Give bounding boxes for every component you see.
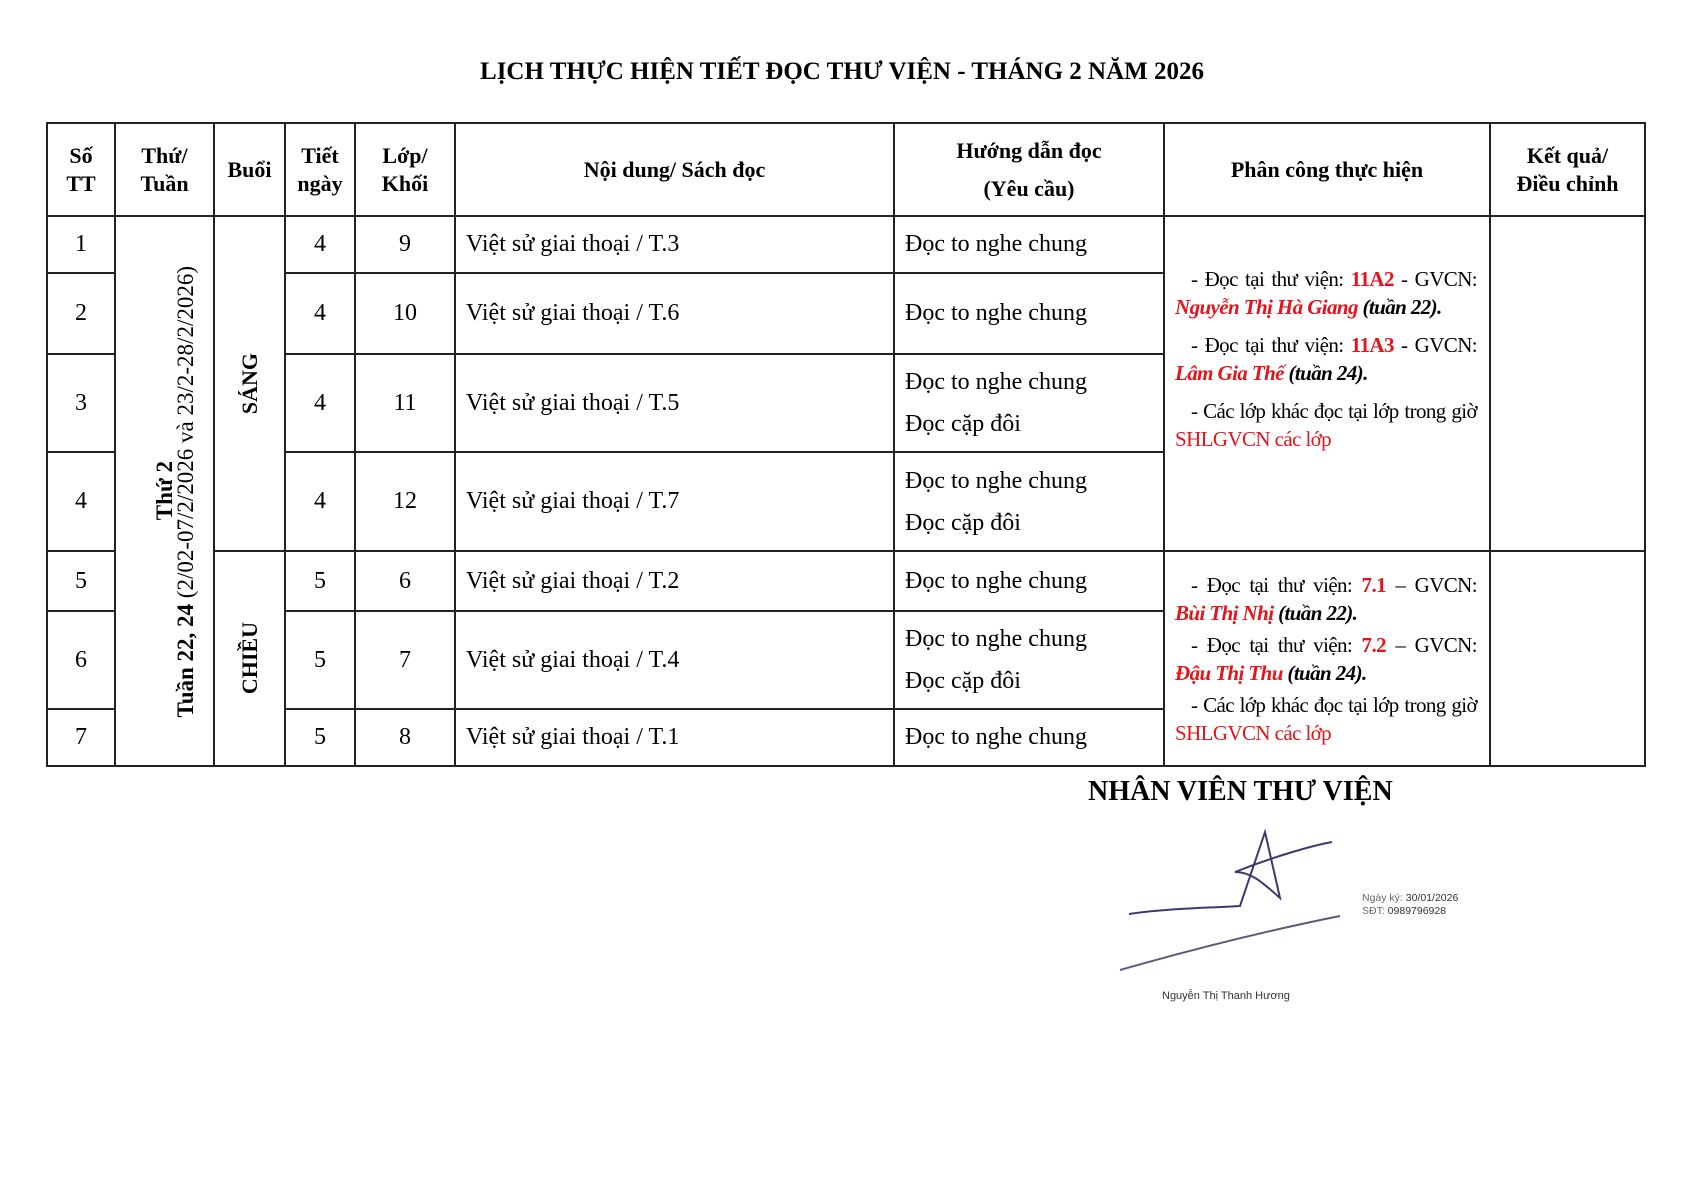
table-row: 6 5 7 Việt sử giai thoại / T.4 Đọc to ng… — [46, 610, 1645, 710]
lop-cell: 7 — [354, 610, 456, 710]
header-row: Số TT Thứ/Tuần Buổi Tiết ngày Lớp/Khối Nội… — [46, 122, 1646, 217]
signature-heading: NHÂN VIÊN THƯ VIỆN — [1088, 776, 1393, 807]
week-cell: Thứ 2 — [114, 215, 215, 767]
header-tiet: Tiết ngày — [284, 122, 356, 217]
header-lop: Lớp/Khối — [354, 122, 456, 217]
table-row: 1 Thứ 2 SÁNG 4 9 Việt sử giai thoại / T.… — [46, 215, 1646, 767]
assign-afternoon: - Đọc tại thư viện: 7.1 – GVCN: Bùi Thị … — [1163, 550, 1491, 767]
header-huong-dan: Hướng dẫn đọc (Yêu cầu) — [893, 122, 1165, 217]
stt-cell: 6 — [46, 610, 116, 710]
session-afternoon: CHIỀU — [213, 550, 286, 767]
table-row: 7 5 8 Việt sử giai thoại / T.1 Đọc to ng… — [46, 708, 1645, 767]
stt-cell: 1 — [46, 215, 116, 274]
result-morning — [1489, 215, 1646, 552]
week-dates: Tuần 22, 24 (2/02-07/2/2026 và 23/2-28/2… — [168, 232, 204, 752]
session-morning: SÁNG — [213, 215, 286, 552]
guide-cell: Đọc to nghe chung — [893, 215, 1165, 274]
tiet-cell: 5 — [284, 708, 356, 767]
lop-cell: 6 — [354, 550, 456, 612]
stt-cell: 5 — [46, 550, 116, 612]
tiet-cell: 5 — [284, 550, 356, 612]
lop-cell: 8 — [354, 708, 456, 767]
table-row: 4 4 12 Việt sử giai thoại / T.7 Đọc to n… — [46, 451, 1645, 552]
guide-cell: Đọc to nghe chung Đọc cặp đôi — [893, 610, 1165, 710]
guide-cell: Đọc to nghe chung Đọc cặp đôi — [893, 451, 1165, 552]
guide-cell: Đọc to nghe chung — [893, 550, 1165, 612]
content-cell: Việt sử giai thoại / T.4 — [454, 610, 895, 710]
stt-cell: 7 — [46, 708, 116, 767]
guide-cell: Đọc to nghe chung — [893, 708, 1165, 767]
content-cell: Việt sử giai thoại / T.3 — [454, 215, 895, 274]
schedule-table: Số TT Thứ/Tuần Buổi Tiết ngày Lớp/Khối Nội… — [46, 122, 1646, 767]
content-cell: Việt sử giai thoại / T.7 — [454, 451, 895, 552]
header-phan-cong: Phân công thực hiện — [1163, 122, 1491, 217]
lop-cell: 10 — [354, 272, 456, 355]
header-thu-tuan: Thứ/Tuần — [114, 122, 215, 217]
header-stt: Số TT — [46, 122, 116, 217]
guide-cell: Đọc to nghe chung — [893, 272, 1165, 355]
header-noi-dung: Nội dung/ Sách đọc — [454, 122, 895, 217]
content-cell: Việt sử giai thoại / T.1 — [454, 708, 895, 767]
stt-cell: 2 — [46, 272, 116, 355]
content-cell: Việt sử giai thoại / T.2 — [454, 550, 895, 612]
signature-meta: Ngày ký: 30/01/2026 SĐT: 0989796928 — [1362, 892, 1459, 917]
table-row: 5 CHIỀU 5 6 Việt sử giai thoại / T.2 Đọc… — [46, 550, 1646, 767]
header-ket-qua: Kết quả/Điều chỉnh — [1489, 122, 1646, 217]
table-row: 3 4 11 Việt sử giai thoại / T.5 Đọc to n… — [46, 353, 1645, 453]
result-afternoon — [1489, 550, 1646, 767]
table-row: 2 4 10 Việt sử giai thoại / T.6 Đọc to n… — [46, 272, 1645, 355]
assign-morning: - Đọc tại thư viện: 11A2 - GVCN: Nguyễn … — [1163, 215, 1491, 552]
lop-cell: 11 — [354, 353, 456, 453]
document-title: LỊCH THỰC HIỆN TIẾT ĐỌC THƯ VIỆN - THÁNG… — [480, 58, 1204, 85]
tiet-cell: 4 — [284, 215, 356, 274]
guide-cell: Đọc to nghe chung Đọc cặp đôi — [893, 353, 1165, 453]
lop-cell: 9 — [354, 215, 456, 274]
lop-cell: 12 — [354, 451, 456, 552]
content-cell: Việt sử giai thoại / T.6 — [454, 272, 895, 355]
stt-cell: 4 — [46, 451, 116, 552]
header-buoi: Buổi — [213, 122, 286, 217]
tiet-cell: 4 — [284, 353, 356, 453]
content-cell: Việt sử giai thoại / T.5 — [454, 353, 895, 453]
signer-name: Nguyễn Thị Thanh Hương — [1162, 990, 1290, 1002]
date-ranges: (2/02-07/2/2026 và 23/2-28/2/2026) — [173, 266, 198, 605]
tiet-cell: 4 — [284, 272, 356, 355]
handwritten-signature — [1119, 828, 1341, 971]
tiet-cell: 5 — [284, 610, 356, 710]
stt-cell: 3 — [46, 353, 116, 453]
tiet-cell: 4 — [284, 451, 356, 552]
week-numbers: Tuần 22, 24 — [173, 604, 198, 718]
